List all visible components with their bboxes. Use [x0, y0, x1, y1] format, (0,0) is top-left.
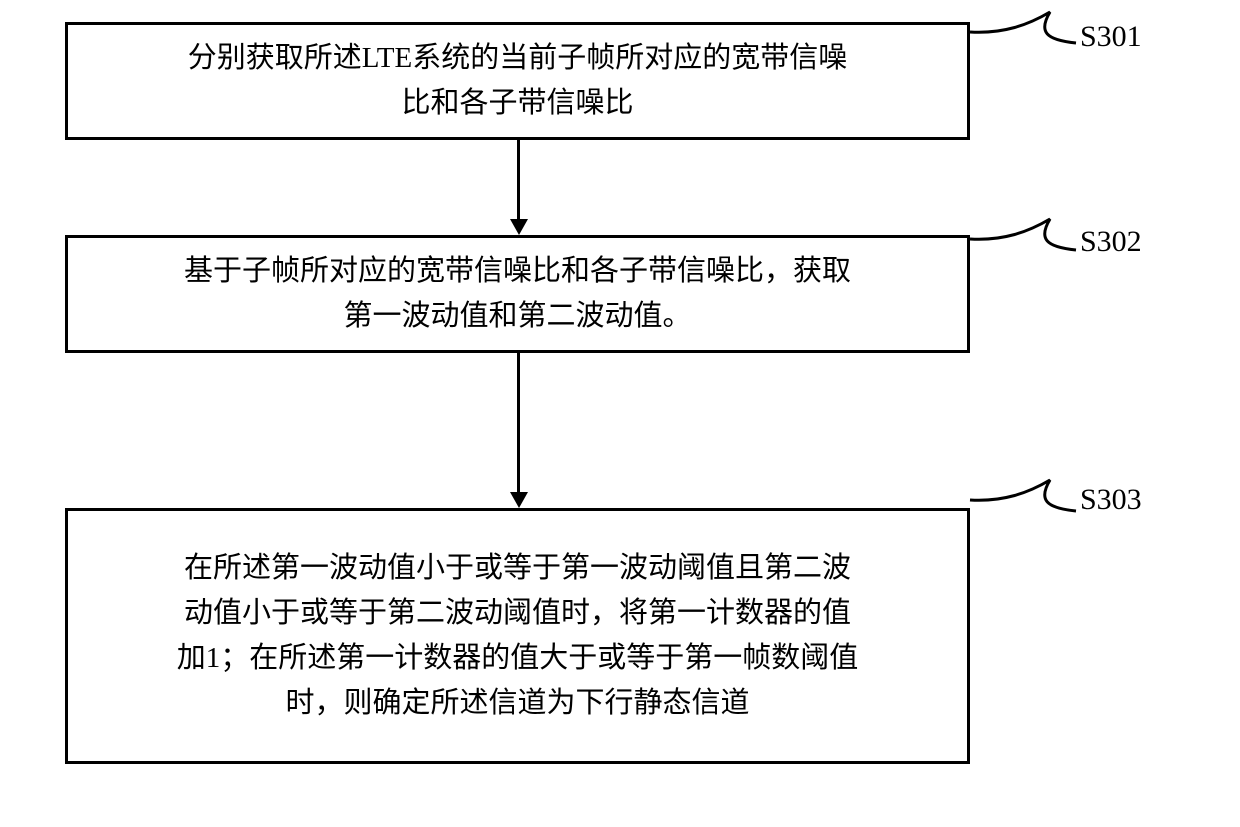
connector-2 [517, 353, 520, 492]
leader-curve-3 [968, 478, 1088, 528]
label-s303: S303 [1080, 483, 1142, 517]
label-s301: S301 [1080, 20, 1142, 54]
flowbox-step-3-text: 在所述第一波动值小于或等于第一波动阈值且第二波 动值小于或等于第二波动阈值时，将… [177, 546, 859, 726]
flowbox-step-1-text: 分别获取所述LTE系统的当前子帧所对应的宽带信噪 比和各子带信噪比 [188, 36, 847, 126]
flowbox-step-2-text: 基于子帧所对应的宽带信噪比和各子带信噪比，获取 第一波动值和第二波动值。 [184, 249, 851, 339]
leader-curve-2 [968, 217, 1088, 267]
flowbox-step-3: 在所述第一波动值小于或等于第一波动阈值且第二波 动值小于或等于第二波动阈值时，将… [65, 508, 970, 764]
connector-1 [517, 140, 520, 219]
flowchart-container: 分别获取所述LTE系统的当前子帧所对应的宽带信噪 比和各子带信噪比 基于子帧所对… [0, 0, 1240, 827]
flowbox-step-2: 基于子帧所对应的宽带信噪比和各子带信噪比，获取 第一波动值和第二波动值。 [65, 235, 970, 353]
label-s302: S302 [1080, 225, 1142, 259]
flowbox-step-1: 分别获取所述LTE系统的当前子帧所对应的宽带信噪 比和各子带信噪比 [65, 22, 970, 140]
leader-curve-1 [968, 10, 1088, 60]
arrowhead-1 [510, 219, 528, 235]
arrowhead-2 [510, 492, 528, 508]
